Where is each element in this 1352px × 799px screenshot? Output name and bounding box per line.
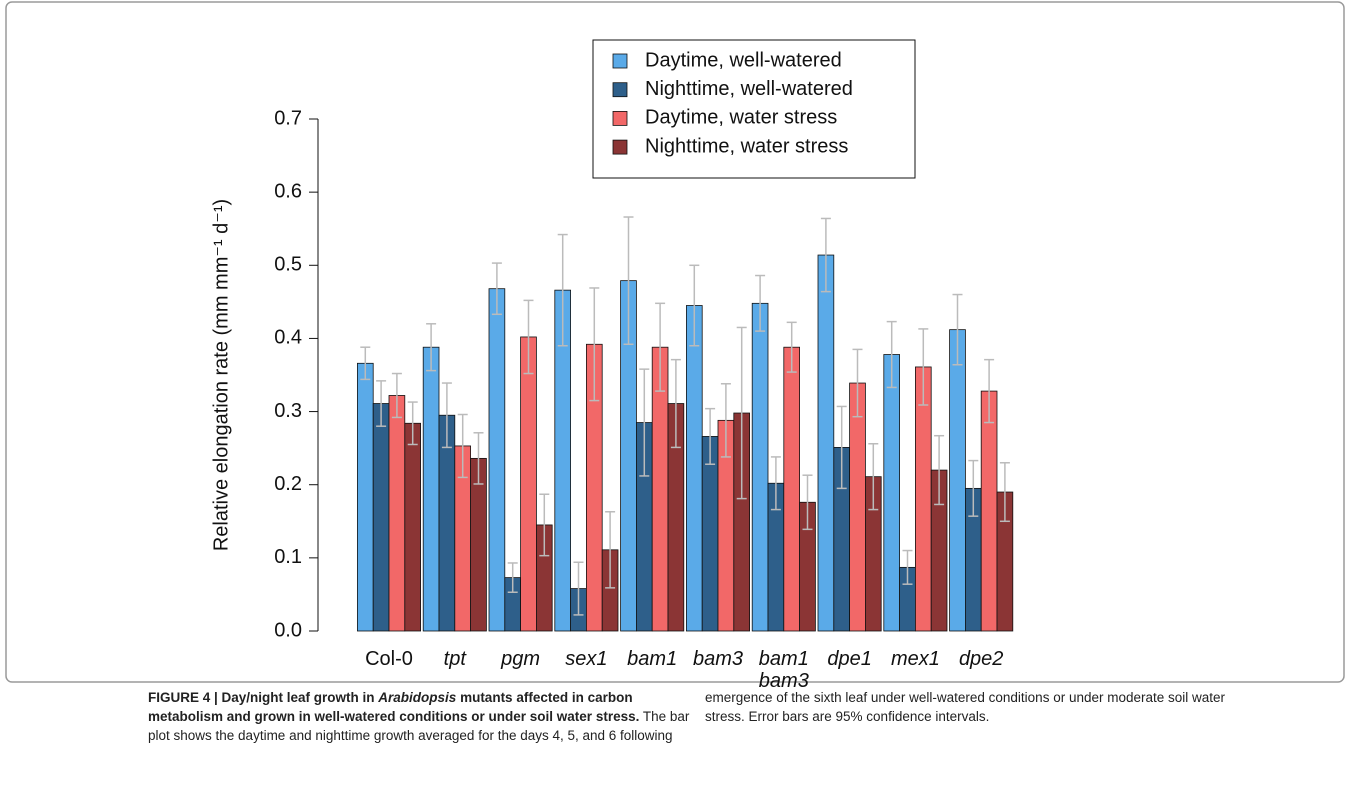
error-bar (523, 299, 534, 375)
error-bar (852, 348, 863, 418)
error-bar (623, 216, 634, 346)
error-bar (689, 264, 700, 347)
figure-frame (5, 1, 1345, 683)
bar (372, 403, 390, 632)
y-tick-label: 0.2 (274, 473, 302, 495)
error-bar (473, 432, 484, 485)
legend-label: Daytime, water stress (645, 107, 837, 129)
x-tick-label: Col-0 (365, 648, 413, 670)
bar (980, 390, 998, 632)
x-tick-label: dpe2 (958, 648, 1004, 670)
legend-swatch (612, 82, 628, 98)
bar (686, 305, 703, 632)
legend-box (592, 39, 916, 179)
legend-swatch (612, 139, 628, 155)
error-bar (755, 274, 766, 332)
error-bar (918, 328, 929, 406)
error-bar (360, 346, 371, 381)
y-tick-label: 0.6 (274, 180, 302, 202)
bar (817, 254, 835, 632)
error-bar (886, 320, 897, 389)
error-bar (557, 233, 568, 347)
caption: FIGURE 4 | Day/night leaf growth in Arab… (148, 688, 1248, 745)
error-bar (705, 407, 716, 465)
caption-text: FIGURE 4 | Day/night leaf growth in (148, 690, 379, 705)
bar (422, 346, 440, 632)
error-bar (589, 287, 600, 402)
error-bar (491, 262, 502, 316)
error-bar (639, 368, 650, 477)
error-bar (573, 561, 584, 616)
x-tick-label: bam3 (692, 648, 744, 670)
error-bar (457, 413, 468, 479)
x-tick-label: pgm (501, 648, 541, 670)
y-tick-label: 0.7 (274, 107, 302, 129)
error-bar (507, 562, 518, 593)
x-tick-label: bam1 (627, 648, 678, 670)
caption-text: Arabidopsis (378, 690, 457, 705)
bar (488, 288, 506, 632)
error-bar (736, 326, 747, 500)
y-tick-label: 0.1 (274, 546, 302, 568)
error-bar (902, 549, 913, 585)
bar (949, 329, 966, 632)
error-bar (655, 302, 666, 392)
error-bar (426, 323, 437, 372)
legend-label: Nighttime, water stress (645, 135, 848, 157)
error-bar (934, 434, 945, 506)
y-axis-label: Relative elongation rate (mm mm⁻¹ d⁻¹) (210, 199, 232, 551)
bar (751, 302, 769, 632)
legend-label: Daytime, well-watered (645, 49, 842, 71)
error-bar (836, 405, 847, 490)
error-bar (770, 456, 781, 511)
error-bar (376, 380, 387, 427)
error-bar (605, 511, 616, 589)
legend-label: Nighttime, well-watered (645, 78, 853, 100)
error-bar (984, 358, 995, 424)
error-bar (802, 474, 813, 531)
bar (701, 436, 719, 632)
caption-text: The bar plot shows the daytime and night… (148, 690, 1226, 743)
legend-swatch (612, 53, 628, 69)
bar (356, 362, 374, 632)
error-bar (407, 401, 418, 446)
error-bar (868, 443, 879, 511)
y-tick-label: 0.0 (274, 619, 302, 641)
caption-text: mutants affected in carbon metabolism an… (148, 690, 640, 724)
error-bar (999, 462, 1010, 523)
bar (520, 336, 537, 632)
x-tick-label: mex1 (890, 648, 940, 670)
bar (883, 354, 900, 632)
legend-swatch (612, 111, 628, 126)
error-bar (720, 383, 731, 458)
y-tick-label: 0.4 (274, 327, 302, 349)
x-tick-label: tpt (443, 648, 466, 670)
bar (915, 366, 932, 632)
bar (783, 346, 800, 632)
bar (388, 395, 406, 632)
error-bar (786, 321, 797, 373)
error-bar (441, 382, 452, 449)
error-bar (670, 358, 681, 449)
error-bar (952, 293, 963, 366)
y-tick-label: 0.5 (274, 254, 302, 276)
bar (404, 422, 421, 632)
x-tick-label: dpe1 (827, 648, 872, 670)
x-tick-label: bam1 bam3 (758, 648, 809, 692)
error-bar (820, 217, 831, 293)
error-bar (968, 459, 979, 517)
x-tick-label: sex1 (565, 648, 608, 670)
bar (849, 382, 866, 632)
error-bar (539, 493, 550, 557)
error-bar (391, 372, 402, 419)
y-tick-label: 0.3 (274, 400, 302, 422)
